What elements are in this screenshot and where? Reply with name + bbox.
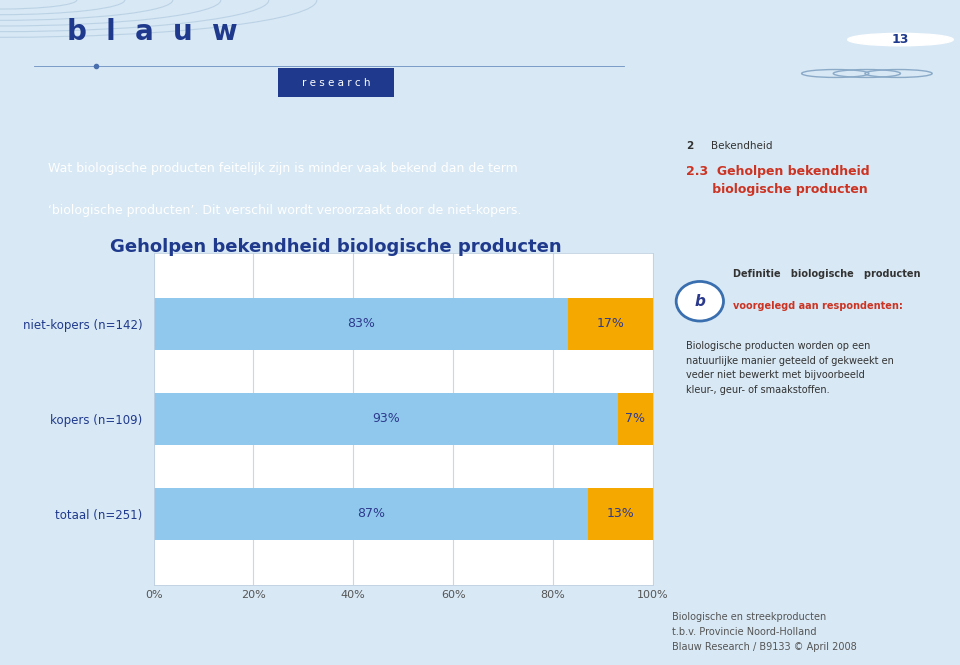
- Text: r e s e a r c h: r e s e a r c h: [301, 78, 371, 88]
- Text: b  l  a  u  w: b l a u w: [67, 18, 238, 46]
- Bar: [618, 393, 653, 445]
- Text: ‘biologische producten’. Dit verschil wordt veroorzaakt door de niet-kopers.: ‘biologische producten’. Dit verschil wo…: [48, 203, 521, 217]
- Bar: [154, 488, 588, 540]
- Text: Geholpen bekendheid biologische producten: Geholpen bekendheid biologische producte…: [110, 238, 562, 256]
- Text: Biologische en streekproducten
t.b.v. Provincie Noord-Holland
Blauw Research / B: Biologische en streekproducten t.b.v. Pr…: [672, 612, 856, 652]
- Bar: [154, 393, 618, 445]
- Text: voorgelegd aan respondenten:: voorgelegd aan respondenten:: [733, 301, 903, 311]
- Text: 13%: 13%: [607, 507, 635, 521]
- Legend: bekend, onbekend: bekend, onbekend: [160, 662, 372, 665]
- Circle shape: [676, 281, 724, 321]
- Text: 83%: 83%: [347, 317, 374, 331]
- Bar: [154, 298, 568, 350]
- Text: 2.3  Geholpen bekendheid
      biologische producten: 2.3 Geholpen bekendheid biologische prod…: [685, 165, 870, 196]
- Text: Definitie   biologische   producten: Definitie biologische producten: [733, 269, 921, 279]
- Circle shape: [848, 33, 953, 46]
- Bar: [568, 298, 653, 350]
- Text: 7%: 7%: [625, 412, 645, 426]
- Text: Wat biologische producten feitelijk zijn is minder vaak bekend dan de term: Wat biologische producten feitelijk zijn…: [48, 162, 517, 175]
- Text: 87%: 87%: [357, 507, 385, 521]
- Text: b: b: [694, 294, 706, 309]
- Bar: [588, 488, 653, 540]
- FancyBboxPatch shape: [278, 68, 394, 97]
- Text: 2: 2: [685, 141, 693, 151]
- Text: Bekendheid: Bekendheid: [711, 141, 773, 151]
- Text: 17%: 17%: [596, 317, 624, 331]
- Text: 93%: 93%: [372, 412, 399, 426]
- Text: 13: 13: [892, 33, 909, 46]
- Text: Biologische producten worden op een
natuurlijke manier geteeld of gekweekt en
ve: Biologische producten worden op een natu…: [685, 340, 894, 395]
